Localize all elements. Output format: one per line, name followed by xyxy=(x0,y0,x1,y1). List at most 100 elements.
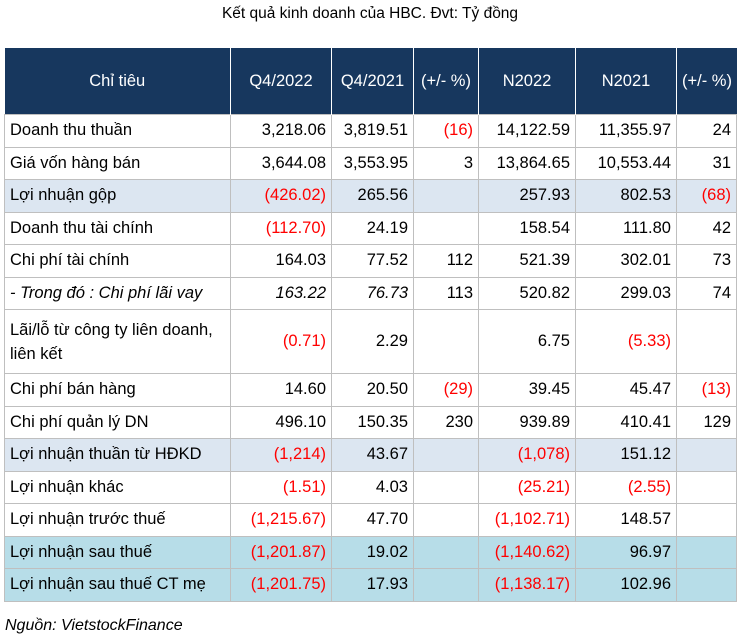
row-label: Chi phí tài chính xyxy=(4,244,231,278)
source-note: Nguồn: VietstockFinance xyxy=(5,617,183,634)
cell: 20.50 xyxy=(331,373,414,407)
cell xyxy=(676,503,737,537)
cell xyxy=(676,535,737,569)
table-row: - Trong đó : Chi phí lãi vay 163.22 76.7… xyxy=(4,276,737,310)
table-row: Lợi nhuận sau thuế CT mẹ (1,201.75) 17.9… xyxy=(4,568,737,602)
cell: (1,102.71) xyxy=(478,503,576,537)
row-label: Lãi/lỗ từ công ty liên doanh, liên kết xyxy=(4,309,231,374)
row-label: Lợi nhuận sau thuế CT mẹ xyxy=(4,568,231,602)
cell: 31 xyxy=(676,146,737,180)
cell: 230 xyxy=(413,405,479,439)
cell: 74 xyxy=(676,276,737,310)
row-label: Lợi nhuận thuần từ HĐKD xyxy=(4,438,231,472)
cell: (1,201.75) xyxy=(230,568,332,602)
cell: 13,864.65 xyxy=(478,146,576,180)
cell: 3,553.95 xyxy=(331,146,414,180)
table-row: Giá vốn hàng bán 3,644.08 3,553.95 3 13,… xyxy=(4,146,737,180)
cell: (1,214) xyxy=(230,438,332,472)
cell: 302.01 xyxy=(575,244,677,278)
cell: 3,218.06 xyxy=(230,114,332,148)
cell xyxy=(413,211,479,245)
cell: 151.12 xyxy=(575,438,677,472)
cell: 148.57 xyxy=(575,503,677,537)
row-label: Lợi nhuận gộp xyxy=(4,179,231,213)
cell: 47.70 xyxy=(331,503,414,537)
cell: 802.53 xyxy=(575,179,677,213)
row-label: Lợi nhuận sau thuế xyxy=(4,535,231,569)
header-row: Chỉ tiêu Q4/2022 Q4/2021 (+/- %) N2022 N… xyxy=(4,48,737,115)
table-row: Chi phí quản lý DN 496.10 150.35 230 939… xyxy=(4,405,737,439)
cell: 19.02 xyxy=(331,535,414,569)
cell xyxy=(676,568,737,602)
cell: 24.19 xyxy=(331,211,414,245)
cell: 2.29 xyxy=(331,309,414,374)
cell: (5.33) xyxy=(575,309,677,374)
cell: 45.47 xyxy=(575,373,677,407)
cell: 10,553.44 xyxy=(575,146,677,180)
cell xyxy=(413,535,479,569)
cell: 76.73 xyxy=(331,276,414,310)
table-row: Lợi nhuận trước thuế (1,215.67) 47.70 (1… xyxy=(4,503,737,537)
cell xyxy=(413,438,479,472)
cell: 14,122.59 xyxy=(478,114,576,148)
cell: 77.52 xyxy=(331,244,414,278)
cell: 73 xyxy=(676,244,737,278)
cell: 39.45 xyxy=(478,373,576,407)
cell: 113 xyxy=(413,276,479,310)
cell: (2.55) xyxy=(575,470,677,504)
header-n2021: N2021 xyxy=(575,48,677,115)
cell: (1,215.67) xyxy=(230,503,332,537)
cell: 520.82 xyxy=(478,276,576,310)
table-row: Chi phí bán hàng 14.60 20.50 (29) 39.45 … xyxy=(4,373,737,407)
cell xyxy=(676,438,737,472)
cell xyxy=(676,309,737,374)
header-q4-2022: Q4/2022 xyxy=(230,48,332,115)
cell xyxy=(413,503,479,537)
cell: 299.03 xyxy=(575,276,677,310)
table-row: Doanh thu thuần 3,218.06 3,819.51 (16) 1… xyxy=(4,114,737,148)
row-label: Giá vốn hàng bán xyxy=(4,146,231,180)
cell: 96.97 xyxy=(575,535,677,569)
cell: (1,078) xyxy=(478,438,576,472)
row-label: Chi phí quản lý DN xyxy=(4,405,231,439)
table-row: Doanh thu tài chính (112.70) 24.19 158.5… xyxy=(4,211,737,245)
header-n-change: (+/- %) xyxy=(676,48,737,115)
cell: 257.93 xyxy=(478,179,576,213)
cell: 3 xyxy=(413,146,479,180)
cell: (25.21) xyxy=(478,470,576,504)
table-row: Lợi nhuận gộp (426.02) 265.56 257.93 802… xyxy=(4,179,737,213)
financial-results-table: Chỉ tiêu Q4/2022 Q4/2021 (+/- %) N2022 N… xyxy=(4,48,737,602)
cell: 14.60 xyxy=(230,373,332,407)
row-label: Doanh thu tài chính xyxy=(4,211,231,245)
table-title: Kết quả kinh doanh của HBC. Đvt: Tỷ đồng xyxy=(221,5,519,22)
cell xyxy=(676,470,737,504)
cell: 4.03 xyxy=(331,470,414,504)
table-row: Lãi/lỗ từ công ty liên doanh, liên kết (… xyxy=(4,309,737,374)
row-label: Doanh thu thuần xyxy=(4,114,231,148)
cell: 42 xyxy=(676,211,737,245)
header-q-change: (+/- %) xyxy=(413,48,479,115)
cell: (0.71) xyxy=(230,309,332,374)
cell: 3,644.08 xyxy=(230,146,332,180)
cell: 496.10 xyxy=(230,405,332,439)
table-row: Lợi nhuận sau thuế (1,201.87) 19.02 (1,1… xyxy=(4,535,737,569)
cell: 24 xyxy=(676,114,737,148)
cell: 164.03 xyxy=(230,244,332,278)
cell xyxy=(413,470,479,504)
cell: 11,355.97 xyxy=(575,114,677,148)
cell: 112 xyxy=(413,244,479,278)
cell: (1,138.17) xyxy=(478,568,576,602)
cell: (112.70) xyxy=(230,211,332,245)
cell: 3,819.51 xyxy=(331,114,414,148)
cell: 43.67 xyxy=(331,438,414,472)
cell: (16) xyxy=(413,114,479,148)
cell: 410.41 xyxy=(575,405,677,439)
cell: (68) xyxy=(676,179,737,213)
table-row: Lợi nhuận thuần từ HĐKD (1,214) 43.67 (1… xyxy=(4,438,737,472)
cell: 158.54 xyxy=(478,211,576,245)
cell: 111.80 xyxy=(575,211,677,245)
row-label: Chi phí bán hàng xyxy=(4,373,231,407)
row-label: - Trong đó : Chi phí lãi vay xyxy=(4,276,231,310)
cell: 150.35 xyxy=(331,405,414,439)
cell: 265.56 xyxy=(331,179,414,213)
